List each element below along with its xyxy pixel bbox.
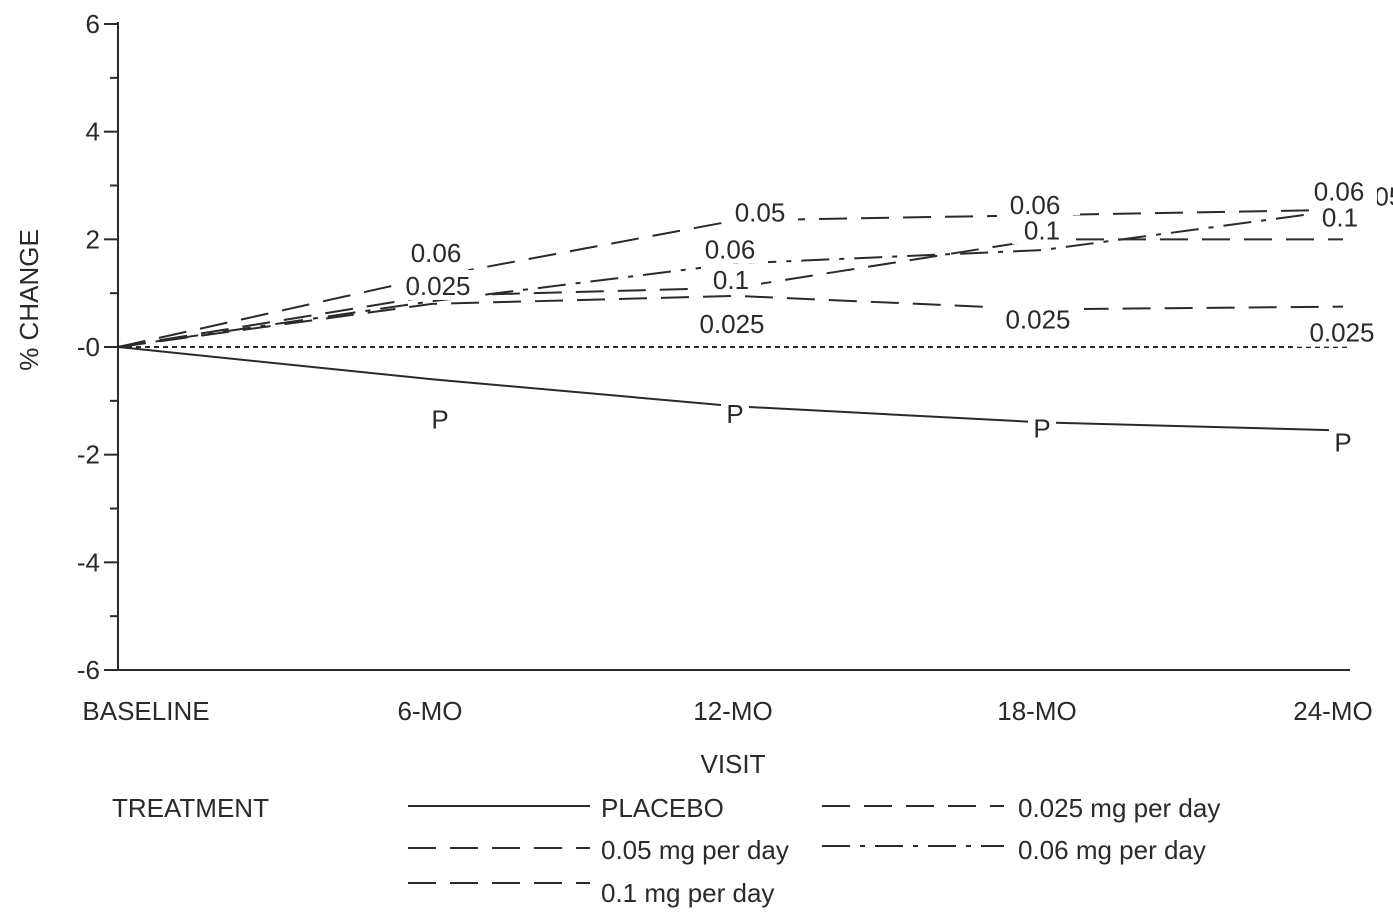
legend-label: 0.1 mg per day (601, 878, 774, 908)
marker-background (692, 233, 768, 264)
marker-background (722, 196, 798, 227)
y-tick-label: -6 (77, 655, 100, 685)
y-tick-label: 2 (86, 224, 100, 254)
series-line (117, 208, 1344, 348)
series-marker: 0.1 (1024, 215, 1060, 245)
series-marker: 0.025 (405, 271, 470, 301)
series-marker: P (726, 399, 743, 429)
marker-background (398, 237, 474, 268)
y-tick-label: 4 (86, 117, 100, 147)
marker-background (992, 303, 1084, 334)
legend: TREATMENT PLACEBO 0.05 mg per day 0.1 mg p… (112, 793, 1220, 908)
y-tick-label: -2 (77, 440, 100, 470)
x-axis-title: VISIT (700, 749, 765, 779)
axes: 6 4 2 -0 -2 -4 -6 BASELINE 6-MO 12-MO 18-MO 24-MO (77, 9, 1373, 726)
y-axis-title: % CHANGE (14, 229, 44, 371)
series-line (117, 238, 1343, 348)
series-marker: 0.06 (1314, 177, 1365, 207)
series-marker: P (1334, 427, 1351, 457)
series-marker: 0.1 (713, 265, 749, 295)
marker-background (1028, 412, 1056, 443)
x-tick-label: 12-MO (693, 696, 772, 726)
marker-background (426, 403, 454, 434)
x-tick-label: BASELINE (82, 696, 209, 726)
marker-background (701, 263, 761, 294)
legend-label: 0.05 mg per day (601, 835, 789, 865)
series-marker: 0.025 (1309, 318, 1374, 348)
y-tick-label: -4 (77, 547, 100, 577)
marker-background (1310, 201, 1370, 232)
x-tick-label: 18-MO (997, 696, 1076, 726)
series-marker: 0.1 (1322, 202, 1358, 232)
x-tick-label: 6-MO (398, 696, 463, 726)
marker-layer: PPPP0.050.050.050.050.10.10.10.10.0250.0… (392, 175, 1393, 457)
legend-label: PLACEBO (601, 793, 724, 823)
legend-label: 0.025 mg per day (1018, 793, 1220, 823)
series-marker: 0.025 (1005, 304, 1070, 334)
marker-background (1301, 175, 1377, 206)
x-tick-label: 24-MO (1293, 696, 1372, 726)
marker-background (686, 307, 778, 338)
series-marker: 0.06 (705, 235, 756, 265)
series-marker: P (1033, 413, 1050, 443)
marker-background (1296, 316, 1388, 347)
marker-background (721, 398, 749, 429)
series-marker: 0.025 (699, 309, 764, 339)
y-tick-label: 6 (86, 9, 100, 39)
series-marker: 0.05 (735, 197, 786, 227)
series-marker: 0.06 (411, 238, 462, 268)
marker-background (392, 269, 484, 300)
marker-background (1329, 426, 1357, 457)
y-tick-label: -0 (77, 332, 100, 362)
series-line (117, 294, 1344, 348)
series-marker: 0.06 (1010, 190, 1061, 220)
series-marker: P (431, 404, 448, 434)
marker-background (997, 189, 1073, 220)
legend-title: TREATMENT (112, 793, 269, 823)
marker-background (1012, 214, 1072, 245)
legend-label: 0.06 mg per day (1018, 835, 1206, 865)
